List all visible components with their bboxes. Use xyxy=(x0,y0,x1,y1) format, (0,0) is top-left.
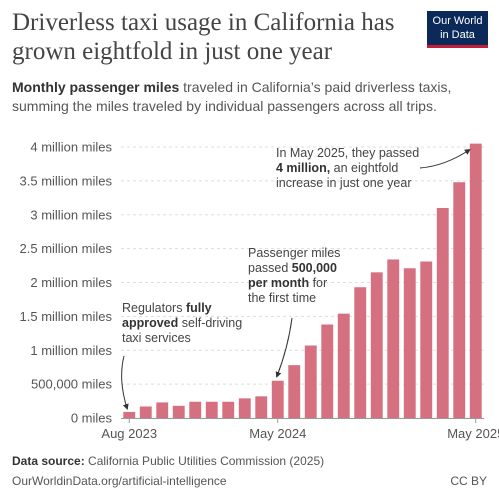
annotation-text: for xyxy=(309,276,327,290)
subtitle-rest: traveled in California’s paid driverless… xyxy=(12,79,452,114)
bar[interactable] xyxy=(288,365,301,418)
annotation-line: the first time xyxy=(248,291,316,305)
bar[interactable] xyxy=(469,143,482,419)
bar[interactable] xyxy=(156,402,169,418)
y-tick-label: 3.5 million miles xyxy=(20,173,113,188)
y-tick-label: 2 million miles xyxy=(30,275,112,290)
y-tick-label: 1.5 million miles xyxy=(20,309,113,324)
bar[interactable] xyxy=(387,259,400,418)
chart-title: Driverless taxi usage in California has … xyxy=(12,9,395,65)
annotation-line: In May 2025, they passed xyxy=(276,146,419,160)
bar[interactable] xyxy=(337,313,350,418)
logo-line-1: Our World xyxy=(432,15,483,27)
x-tick-label: May 2024 xyxy=(249,426,306,441)
bar[interactable] xyxy=(370,272,383,418)
bar[interactable] xyxy=(172,405,185,418)
x-axis: Aug 2023 May 2024 May 2025 xyxy=(101,418,499,441)
bar-chart: 0 miles 500,000 miles 1 million miles 1.5 m… xyxy=(20,140,499,442)
annotation-arrow xyxy=(419,148,471,169)
annotation-text: increase in just one year xyxy=(276,176,412,190)
bars xyxy=(123,143,482,419)
annotation-line: passed 500,000 xyxy=(248,261,337,275)
bar[interactable] xyxy=(238,398,251,418)
annotation-line: per month for xyxy=(248,276,327,290)
source-label: Data source: xyxy=(12,454,85,468)
annotation-line: Regulators fully xyxy=(122,301,212,315)
annotation-text: Passenger miles xyxy=(248,246,340,260)
annotation-text: Regulators xyxy=(122,301,186,315)
bar[interactable] xyxy=(123,411,136,418)
annotation-text: approved xyxy=(122,316,178,330)
bar[interactable] xyxy=(354,287,367,418)
annotation-line: increase in just one year xyxy=(276,176,412,190)
annotation-line: approved self-driving xyxy=(122,316,242,330)
y-tick-label: 2.5 million miles xyxy=(20,241,113,256)
x-tick-label: Aug 2023 xyxy=(101,426,157,441)
annotation-text: In May 2025, they passed xyxy=(276,146,419,160)
bar[interactable] xyxy=(304,345,317,418)
logo-line-2: in Data xyxy=(440,29,475,41)
bar[interactable] xyxy=(189,401,202,418)
bar[interactable] xyxy=(271,380,284,418)
source-text: California Public Utilities Commission (… xyxy=(84,454,325,468)
bar[interactable] xyxy=(139,406,152,418)
annotation-line: taxi services xyxy=(122,331,191,345)
bar[interactable] xyxy=(255,396,268,418)
bar[interactable] xyxy=(453,182,466,418)
license[interactable]: CC BY xyxy=(450,474,487,488)
y-tick-label: 500,000 miles xyxy=(31,377,112,392)
bar[interactable] xyxy=(222,401,235,418)
bar[interactable] xyxy=(420,261,433,418)
annotation-text: an eightfold xyxy=(330,161,398,175)
annotation-line: Passenger miles xyxy=(248,246,340,260)
y-tick-label: 0 miles xyxy=(71,411,113,426)
annotation-text: fully xyxy=(186,301,212,315)
chart-subtitle: Monthly passenger miles traveled in Cali… xyxy=(12,78,492,116)
y-tick-label: 1 million miles xyxy=(30,343,112,358)
bar[interactable] xyxy=(321,324,334,418)
subtitle-bold: Monthly passenger miles xyxy=(12,79,180,95)
bar[interactable] xyxy=(403,268,416,418)
data-source: Data source: California Public Utilities… xyxy=(12,454,324,468)
annotation-text: passed xyxy=(248,261,292,275)
annotation-text: self-driving xyxy=(178,316,242,330)
x-tick-label: May 2025 xyxy=(447,426,499,441)
bar[interactable] xyxy=(436,207,449,418)
y-axis-labels: 0 miles 500,000 miles 1 million miles 1.5 m… xyxy=(20,140,113,426)
annotation-arrow xyxy=(121,355,129,411)
y-tick-label: 3 million miles xyxy=(30,207,112,222)
annotation-text: taxi services xyxy=(122,331,191,345)
annotation-line: 4 million, an eightfold xyxy=(276,161,398,175)
source-url[interactable]: OurWorldinData.org/artificial-intelligen… xyxy=(12,474,227,488)
owid-logo[interactable]: Our World in Data xyxy=(427,11,488,48)
annotation-text: 4 million, xyxy=(276,161,330,175)
annotation-arrow xyxy=(275,317,293,378)
bar[interactable] xyxy=(205,401,218,418)
annotation-text: 500,000 xyxy=(292,261,337,275)
annotation-text: the first time xyxy=(248,291,316,305)
annotation-text: per month xyxy=(248,276,309,290)
y-tick-label: 4 million miles xyxy=(30,140,112,155)
